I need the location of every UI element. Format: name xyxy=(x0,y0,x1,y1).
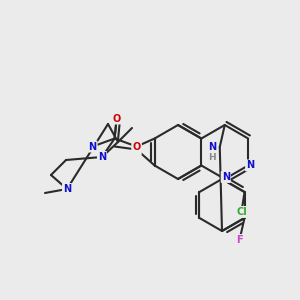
Text: N: N xyxy=(63,184,71,194)
Text: O: O xyxy=(133,142,141,152)
Text: N: N xyxy=(208,142,216,152)
Text: N: N xyxy=(246,160,254,170)
Text: N: N xyxy=(88,142,97,152)
Text: O: O xyxy=(133,145,141,154)
Text: O: O xyxy=(112,113,121,124)
Text: N: N xyxy=(98,152,106,162)
Text: N: N xyxy=(222,172,230,182)
Text: H: H xyxy=(208,152,216,161)
Text: F: F xyxy=(236,235,243,245)
Text: Cl: Cl xyxy=(236,207,247,217)
